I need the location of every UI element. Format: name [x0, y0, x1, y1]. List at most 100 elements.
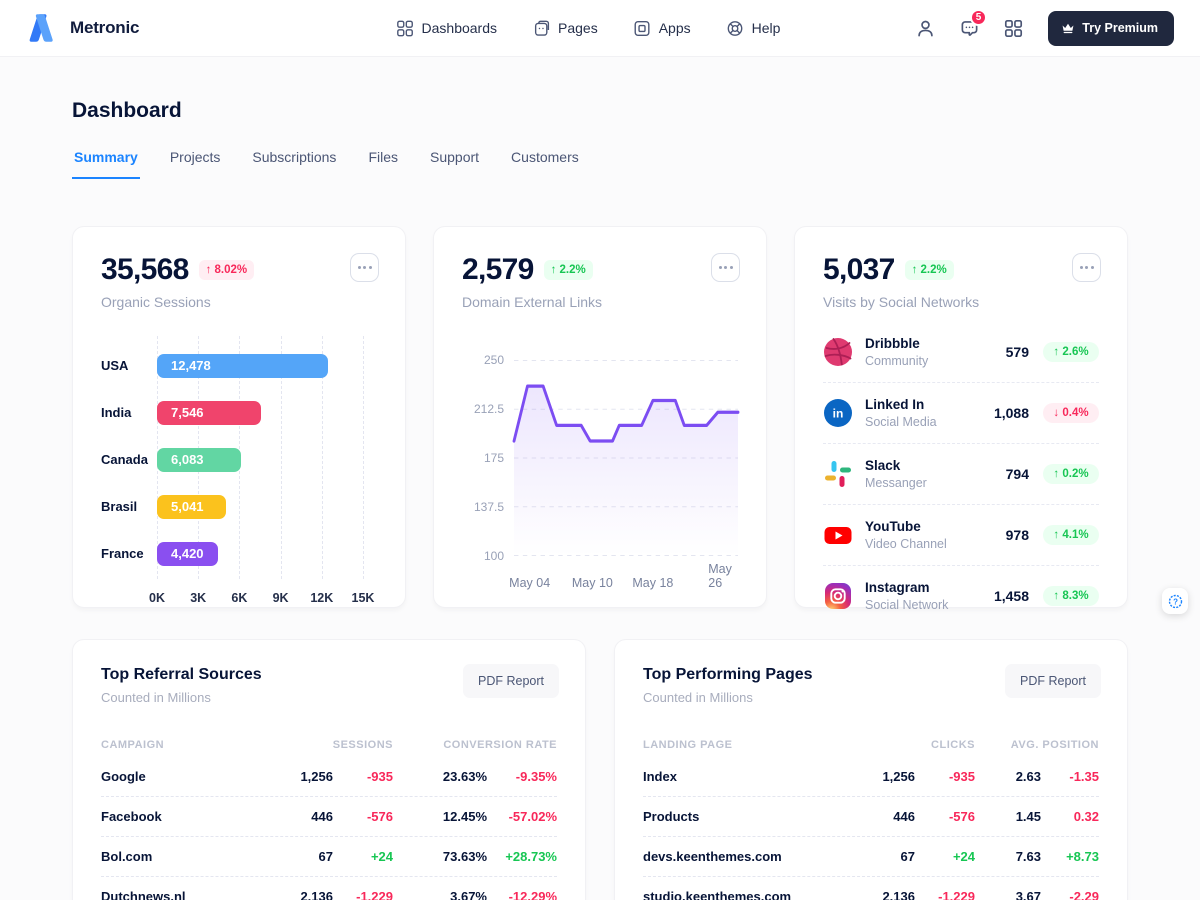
stat-cards-row: 35,568 ↑ 8.02% Organic Sessions USA Indi… — [72, 226, 1128, 612]
table-row: Facebook 446 -576 12.45% -57.02% — [101, 797, 557, 837]
row-value: 3.67% — [450, 889, 487, 900]
card-top-referral-sources: Top Referral Sources Counted in Millions… — [72, 639, 586, 900]
table-row: Google 1,256 -935 23.63% -9.35% — [101, 757, 557, 797]
row-delta: +28.73% — [505, 849, 557, 864]
social-value: 579 — [1005, 344, 1029, 360]
nav-item-dashboards[interactable]: Dashboards — [397, 20, 498, 37]
social-row-dribbble: Dribbble Community 579 ↑ 2.6% — [823, 322, 1099, 383]
social-name: Dribbble — [865, 336, 920, 351]
country-bar-chart: USA India Canada Brasil France 12,478 7,… — [101, 336, 377, 605]
try-premium-button[interactable]: Try Premium — [1048, 10, 1174, 46]
tab-subscriptions[interactable]: Subscriptions — [250, 149, 338, 179]
floating-help-button[interactable]: ? — [1162, 588, 1188, 614]
pdf-report-button[interactable]: PDF Report — [463, 664, 559, 698]
bar-x-axis: 0K 3K 6K 9K 12K 15K — [149, 577, 374, 605]
line-y-axis: 250 212.5 175 137.5 100 — [462, 353, 504, 563]
help-lifebuoy-icon — [727, 20, 743, 36]
instagram-icon — [825, 583, 851, 609]
youtube-icon — [824, 527, 852, 544]
stat-subtitle: Organic Sessions — [101, 294, 211, 310]
table-row: Products 446 -576 1.45 0.32 — [643, 797, 1099, 837]
row-delta: -576 — [366, 809, 393, 824]
apps-icon — [634, 20, 650, 36]
social-name: Slack — [865, 458, 901, 473]
brand[interactable]: Metronic — [26, 14, 139, 42]
line-area — [514, 386, 738, 556]
nav-label: Dashboards — [421, 20, 498, 36]
table-header: CAMPAIGN SESSIONS CONVERSION RATE — [101, 733, 557, 757]
gridline — [321, 336, 323, 579]
social-delta-badge: ↑ 4.1% — [1043, 525, 1099, 545]
nav-label: Help — [751, 20, 781, 36]
tab-support[interactable]: Support — [428, 149, 481, 179]
stat-subtitle: Domain External Links — [462, 294, 603, 310]
more-options-button[interactable] — [711, 253, 740, 282]
tab-files[interactable]: Files — [366, 149, 400, 179]
row-delta: -1.35 — [1069, 769, 1099, 784]
row-delta: -1,229 — [356, 889, 393, 900]
stat-subtitle: Visits by Social Networks — [823, 294, 980, 310]
nav-item-help[interactable]: Help — [727, 20, 781, 37]
help-badge-icon: ? — [1168, 594, 1182, 608]
row-delta: -1,229 — [938, 889, 975, 900]
row-name: studio.keenthemes.com — [643, 889, 792, 900]
table-subtitle: Counted in Millions — [101, 690, 211, 705]
pdf-report-button[interactable]: PDF Report — [1005, 664, 1101, 698]
column-header: CAMPAIGN — [101, 739, 165, 751]
ellipsis-icon — [357, 266, 361, 269]
card-domain-external-links: 2,579 ↑ 2.2% Domain External Links 250 2… — [433, 226, 767, 608]
social-delta-badge: ↑ 8.3% — [1043, 586, 1099, 606]
chat-button[interactable]: 5 — [952, 9, 988, 45]
more-options-button[interactable] — [350, 253, 379, 282]
social-value: 978 — [1005, 527, 1029, 543]
page-title: Dashboard — [72, 99, 182, 122]
table-row: Index 1,256 -935 2.63 -1.35 — [643, 757, 1099, 797]
grid-icon — [1004, 19, 1022, 37]
country-bar: 5,041 — [157, 494, 227, 519]
row-name: Dutchnews.nl — [101, 889, 186, 900]
page-content: Dashboard Summary Projects Subscriptions… — [0, 99, 1200, 900]
social-desc: Social Network — [865, 598, 949, 612]
card-social-visits: 5,037 ↑ 2.2% Visits by Social Networks — [794, 226, 1128, 612]
bar-label: France — [101, 546, 144, 561]
nav-item-pages[interactable]: Pages — [533, 20, 598, 37]
row-delta: -935 — [948, 769, 975, 784]
row-delta: -12.29% — [508, 889, 557, 900]
social-delta-badge: ↑ 0.2% — [1043, 464, 1099, 484]
social-value: 1,458 — [993, 588, 1029, 604]
stat-delta-badge: ↑ 2.2% — [904, 260, 954, 280]
tab-summary[interactable]: Summary — [72, 149, 140, 179]
y-tick: 100 — [483, 549, 504, 563]
more-options-button[interactable] — [1072, 253, 1101, 282]
row-name: devs.keenthemes.com — [643, 849, 782, 864]
apps-grid-button[interactable] — [996, 11, 1030, 45]
y-tick: 250 — [483, 353, 504, 367]
line-x-axis: May 04 May 10 May 18 May 26 — [509, 562, 738, 590]
country-bar: 7,546 — [157, 400, 261, 425]
row-delta: +8.73 — [1066, 849, 1099, 864]
nav-item-apps[interactable]: Apps — [634, 20, 691, 37]
row-delta: -2.29 — [1069, 889, 1099, 900]
nav-label: Pages — [558, 20, 598, 36]
x-tick: 3K — [190, 591, 207, 605]
row-value: 2,136 — [882, 889, 915, 900]
chat-icon — [961, 20, 978, 36]
row-delta: +24 — [952, 849, 975, 864]
row-name: Google — [101, 769, 146, 784]
line-plot: May 04 May 10 May 18 May 26 — [509, 360, 740, 590]
tab-customers[interactable]: Customers — [509, 149, 581, 179]
row-value: 446 — [893, 809, 915, 824]
row-name: Facebook — [101, 809, 162, 824]
row-value: 1.45 — [1015, 809, 1041, 824]
tab-projects[interactable]: Projects — [168, 149, 223, 179]
stat-delta-badge: ↑ 8.02% — [198, 260, 255, 280]
row-delta: -57.02% — [508, 809, 557, 824]
user-button[interactable] — [908, 11, 942, 45]
gridline — [280, 336, 282, 579]
column-header: SESSIONS — [332, 739, 393, 751]
social-delta-badge: ↓ 0.4% — [1043, 403, 1099, 423]
social-desc: Messanger — [865, 476, 927, 490]
column-header: LANDING PAGE — [643, 739, 733, 751]
country-bar: 4,420 — [157, 541, 218, 566]
external-links-chart: 250 212.5 175 137.5 100 — [462, 353, 740, 590]
